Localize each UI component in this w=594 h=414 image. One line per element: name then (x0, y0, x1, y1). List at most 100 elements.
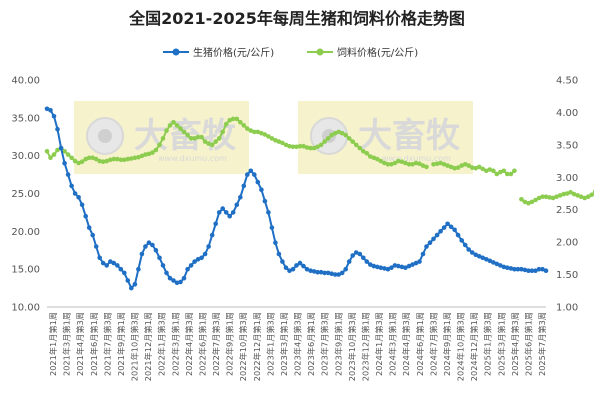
y-right-tick-label: 3.50 (556, 140, 578, 151)
pig-price-point (178, 279, 183, 285)
feed-price-point (361, 149, 366, 154)
feed-price-point (72, 158, 78, 164)
feed-price-point (108, 157, 113, 163)
feed-price-point (315, 144, 320, 150)
pig-price-point (343, 266, 349, 272)
feed-price-point (403, 160, 408, 166)
feed-price-point (276, 139, 282, 144)
feed-price-point (153, 147, 159, 153)
watermark-text: 大畜牧 (358, 116, 461, 156)
pig-price-point (466, 247, 472, 252)
feed-price-point (216, 136, 222, 141)
pig-price-point (259, 187, 264, 192)
feed-price-point (339, 130, 345, 136)
pig-price-point (505, 265, 510, 271)
x-tick-label: 2024年9月第1周 (442, 312, 452, 376)
feed-price-point (301, 143, 306, 149)
feed-price-point (371, 155, 377, 161)
feed-price-point (452, 165, 457, 171)
feed-price-point (375, 156, 380, 162)
pig-price-point (290, 266, 296, 272)
x-tick-label: 2022年12月第1周 (252, 312, 262, 381)
feed-price-point (44, 149, 50, 154)
pig-price-point (283, 265, 289, 271)
feed-price-point (589, 192, 594, 198)
feed-price-point (582, 195, 587, 201)
y-left-tick-label: 20.00 (11, 227, 40, 238)
feed-price-point (115, 156, 120, 162)
pig-price-point (132, 282, 138, 287)
feed-price-point (311, 145, 317, 151)
y-left-tick-label: 35.00 (11, 113, 40, 124)
feed-price-point (329, 132, 334, 138)
feed-price-point (125, 156, 131, 162)
pig-price-point (206, 244, 211, 249)
pig-price-point (273, 240, 278, 245)
feed-price-point (206, 141, 211, 146)
feed-price-point (364, 151, 370, 156)
pig-price-point (315, 269, 320, 275)
pig-price-point (297, 260, 303, 266)
feed-price-point (561, 191, 566, 197)
pig-price-point (234, 202, 240, 208)
pig-price-point (424, 244, 429, 249)
feed-price-point (129, 156, 134, 161)
pig-price-point (287, 268, 292, 274)
feed-price-point (543, 194, 549, 199)
feed-price-point (476, 164, 482, 170)
pig-price-point (455, 232, 461, 238)
feed-price-point (178, 126, 183, 131)
pig-price-point (438, 229, 443, 234)
pig-price-point (480, 255, 486, 261)
feed-price-point (297, 143, 303, 149)
pig-price-point (469, 250, 475, 255)
feed-price-point (392, 160, 398, 166)
x-tick-label: 2024年4月第3周 (401, 312, 411, 376)
legend-swatch-marker (316, 48, 324, 56)
pig-price-point (181, 275, 187, 281)
feed-price-point (146, 151, 152, 157)
y-left-tick-label: 15.00 (11, 265, 40, 276)
pig-price-point (543, 268, 549, 274)
feed-price-point (83, 156, 88, 162)
x-tick-label: 2022年3月第1周 (170, 312, 180, 376)
pig-price-point (171, 278, 176, 283)
feed-price-point (459, 163, 465, 168)
pig-price-point (346, 259, 352, 264)
pig-price-point (111, 260, 117, 266)
feed-price-point (262, 132, 268, 137)
pig-price-point (167, 275, 173, 281)
pig-price-point (266, 210, 271, 215)
pig-price-point (69, 183, 74, 189)
x-tick-label: 2024年6月第1周 (415, 312, 425, 376)
feed-price-point (424, 164, 429, 170)
x-tick-label: 2021年9月第1周 (116, 312, 126, 376)
x-tick-label: 2024年1月第3周 (374, 312, 384, 376)
pig-price-point (368, 262, 373, 267)
feed-price-point (136, 154, 141, 160)
pig-price-point (371, 263, 377, 269)
pig-price-point (494, 261, 500, 267)
feed-price-point (469, 165, 475, 170)
pig-price-point (65, 172, 71, 177)
pig-price-point (413, 260, 419, 266)
feed-price-point (564, 191, 570, 196)
feed-price-point (498, 169, 503, 175)
pig-price-point (104, 263, 109, 268)
pig-price-point (262, 198, 268, 204)
pig-price-point (192, 259, 197, 264)
pig-price-point (157, 255, 162, 261)
pig-price-point (220, 206, 225, 211)
pig-price-point (375, 264, 380, 270)
pig-price-point (213, 221, 218, 227)
pig-price-point (227, 213, 232, 219)
y-left-tick-label: 40.00 (11, 76, 40, 87)
feed-price-point (480, 166, 486, 172)
pig-price-point (160, 263, 166, 268)
feed-price-point (199, 134, 204, 140)
feed-price-point (410, 162, 415, 167)
pig-price-point (508, 266, 514, 271)
feed-price-point (171, 119, 176, 125)
pig-price-point (533, 268, 538, 274)
